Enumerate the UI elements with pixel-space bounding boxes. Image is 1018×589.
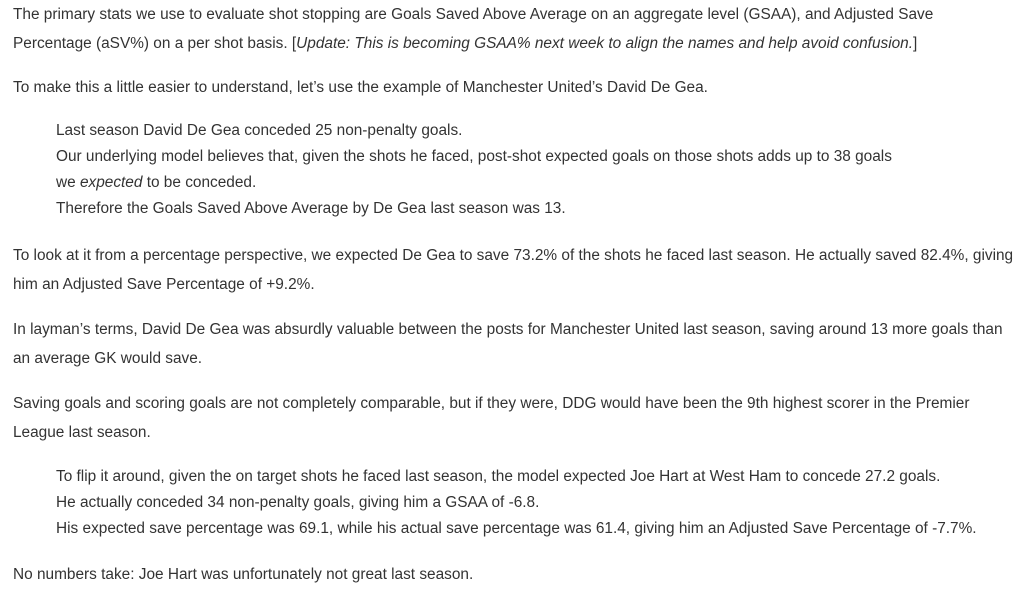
joe-hart-blockquote: To flip it around, given the on target s… [56,464,1016,542]
layman-paragraph: In layman’s terms, David De Gea was absu… [13,321,1003,367]
update-note: Update: This is becoming GSAA% next week… [296,35,914,52]
quote-line: Our underlying model believes that, give… [56,148,892,165]
quote-line: To flip it around, given the on target s… [56,468,941,485]
de-gea-blockquote: Last season David De Gea conceded 25 non… [56,118,956,222]
example-intro-paragraph: To make this a little easier to understa… [13,79,708,96]
quote-line: His expected save percentage was 69.1, w… [56,520,977,537]
quote-line: Therefore the Goals Saved Above Average … [56,200,566,217]
quote-text: to be conceded. [142,174,257,191]
intro-text: The primary stats we use to evaluate sho… [13,6,934,52]
quote-line: Last season David De Gea conceded 25 non… [56,122,463,139]
comparison-paragraph: Saving goals and scoring goals are not c… [13,395,970,441]
percentage-paragraph: To look at it from a percentage perspect… [13,247,1014,293]
quote-line: we expected to be conceded. [56,170,956,196]
quote-line: He actually conceded 34 non-penalty goal… [56,494,540,511]
conclusion-paragraph: No numbers take: Joe Hart was unfortunat… [13,566,474,583]
update-bracket: ] [913,35,918,52]
intro-paragraph: The primary stats we use to evaluate sho… [13,0,1016,58]
quote-emphasis: expected [79,174,143,191]
quote-text: we [56,174,80,191]
